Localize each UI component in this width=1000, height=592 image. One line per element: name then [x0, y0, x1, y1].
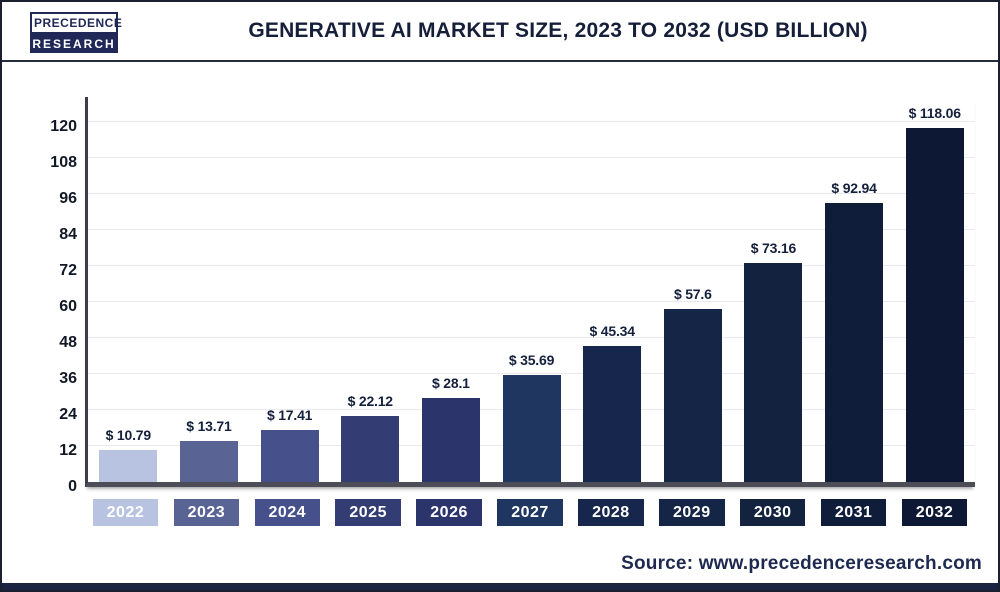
y-axis-label-24: 24	[59, 406, 77, 423]
bar-2030	[744, 262, 803, 482]
gridline-84	[88, 229, 975, 230]
x-label-slot-2024: 2024	[247, 499, 328, 526]
logo-text-top: PRECEDENCE	[30, 11, 122, 34]
bar-value-label-2022: $ 10.79	[105, 426, 152, 443]
bar-2027	[502, 374, 561, 482]
bottom-accent-strip	[2, 583, 998, 590]
bar-2031	[825, 203, 884, 482]
bar-2026	[421, 397, 480, 482]
precedence-research-logo: PRECEDENCE RESEARCH	[30, 11, 122, 53]
bar-slot-2026: $ 28.1	[411, 97, 492, 482]
x-label-slot-2032: 2032	[894, 499, 975, 526]
bar-value-label-2031: $ 92.94	[831, 180, 877, 197]
x-label-slot-2026: 2026	[409, 499, 490, 526]
x-label-slot-2031: 2031	[813, 499, 894, 526]
bar-value-label-2030: $ 73.16	[750, 239, 797, 256]
bar-slot-2023: $ 13.71	[169, 97, 250, 482]
y-axis-label-96: 96	[59, 190, 77, 207]
bar-2032	[905, 127, 964, 482]
bar-value-label-2032: $ 118.06	[908, 104, 961, 121]
bar-2022	[99, 449, 158, 482]
x-axis-label-2032: 2032	[901, 499, 968, 526]
bar-slot-2022: $ 10.79	[88, 97, 169, 482]
x-axis-label-2027: 2027	[497, 499, 563, 526]
bar-2025	[341, 415, 400, 482]
bar-slot-2030: $ 73.16	[733, 97, 814, 482]
gridline-120	[88, 121, 975, 122]
y-axis-label-108: 108	[50, 154, 77, 171]
x-axis-label-2023: 2023	[173, 499, 240, 526]
header: PRECEDENCE RESEARCH GENERATIVE AI MARKET…	[2, 2, 998, 62]
x-label-slot-2025: 2025	[328, 499, 409, 526]
bar-value-label-2028: $ 45.34	[589, 322, 636, 339]
y-axis-label-120: 120	[50, 118, 77, 135]
gridline-36	[88, 373, 975, 374]
logo-text-bottom: RESEARCH	[30, 33, 118, 53]
bar-slot-2031: $ 92.94	[814, 97, 895, 482]
plot-area: $ 10.79 $ 13.71 $ 17.41 $ 22.12 $ 28.1 $ 35.6…	[85, 97, 975, 487]
y-axis-label-0: 0	[68, 478, 77, 495]
bar-slot-2029: $ 57.6	[652, 97, 733, 482]
bar-value-label-2027: $ 35.69	[508, 351, 555, 368]
bar-value-label-2025: $ 22.12	[347, 392, 394, 409]
y-axis-label-72: 72	[59, 262, 77, 279]
bar-slot-2027: $ 35.69	[491, 97, 572, 482]
bar-value-label-2029: $ 57.6	[673, 286, 712, 303]
bar-value-label-2026: $ 28.1	[432, 374, 470, 391]
x-axis-label-2022: 2022	[92, 499, 159, 526]
y-axis-label-48: 48	[59, 334, 77, 351]
bar-2023	[179, 440, 238, 482]
x-label-slot-2029: 2029	[651, 499, 732, 526]
x-axis-label-2029: 2029	[659, 499, 725, 526]
bar-2029	[663, 309, 722, 482]
bar-2028	[583, 345, 642, 482]
bar-slot-2024: $ 17.41	[249, 97, 330, 482]
bar-slot-2032: $ 118.06	[894, 97, 975, 482]
y-axis-label-12: 12	[59, 442, 77, 459]
title-wrap: GENERATIVE AI MARKET SIZE, 2023 TO 2032 …	[118, 19, 998, 43]
x-label-slot-2022: 2022	[85, 499, 166, 526]
bar-slot-2025: $ 22.12	[330, 97, 411, 482]
bar-value-label-2023: $ 13.71	[186, 417, 232, 434]
gridline-48	[88, 337, 975, 338]
source-text: Source: www.precedenceresearch.com	[621, 553, 982, 574]
bar-value-label-2024: $ 17.41	[266, 406, 313, 423]
x-label-slot-2030: 2030	[732, 499, 813, 526]
y-axis-label-36: 36	[59, 370, 77, 387]
gridline-96	[88, 193, 975, 194]
bar-2024	[260, 429, 319, 482]
x-axis-label-2025: 2025	[335, 499, 401, 526]
gridline-72	[88, 265, 975, 266]
bars-row: $ 10.79 $ 13.71 $ 17.41 $ 22.12 $ 28.1 $ 35.6…	[88, 97, 975, 482]
gridline-108	[88, 157, 975, 158]
x-label-slot-2028: 2028	[570, 499, 651, 526]
gridline-60	[88, 301, 975, 302]
x-axis-label-2028: 2028	[578, 499, 644, 526]
x-axis-labels-row: 2022 2023 2024 2025 2026 2027 2028 2029 2030 2031…	[85, 499, 975, 526]
y-axis-label-60: 60	[59, 298, 77, 315]
bar-slot-2028: $ 45.34	[572, 97, 653, 482]
x-axis-label-2024: 2024	[254, 499, 321, 526]
x-axis-label-2026: 2026	[416, 499, 482, 526]
chart-title: GENERATIVE AI MARKET SIZE, 2023 TO 2032 …	[248, 19, 868, 42]
x-axis-label-2030: 2030	[739, 499, 806, 526]
y-axis-label-84: 84	[59, 226, 77, 243]
x-axis-label-2031: 2031	[820, 499, 887, 526]
x-label-slot-2027: 2027	[490, 499, 571, 526]
x-label-slot-2023: 2023	[166, 499, 247, 526]
